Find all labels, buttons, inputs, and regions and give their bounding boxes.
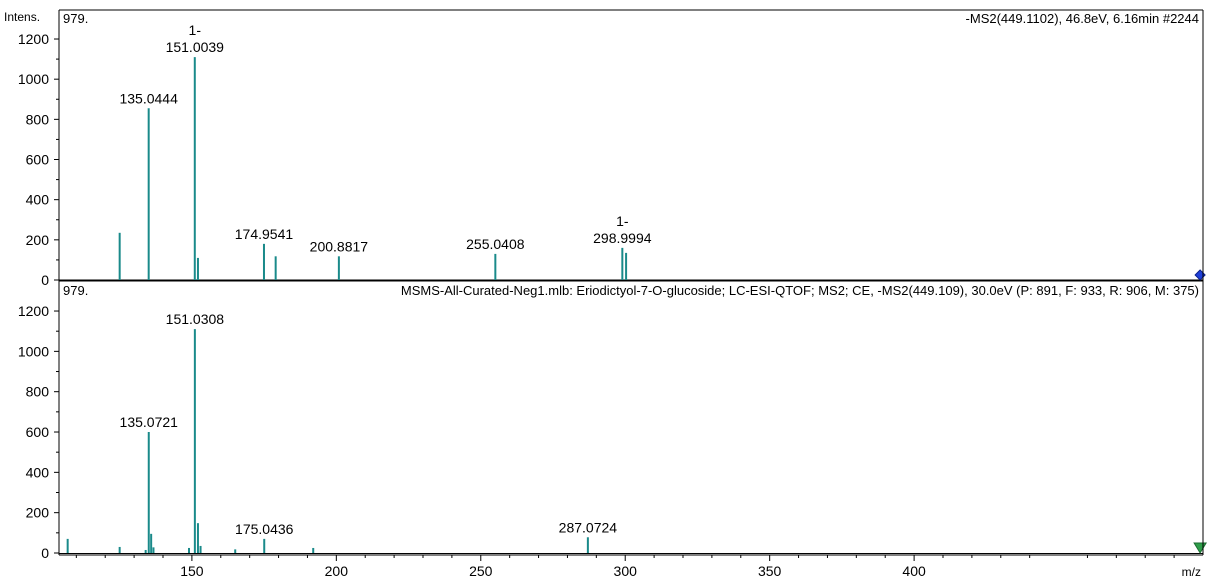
x-tick-label: 350 (758, 563, 782, 579)
y-tick-label: 0 (41, 545, 49, 561)
shared-x-axis: 150 200 250 300 350 400 m/z (59, 554, 1203, 579)
panel-scale-label: 979. (63, 283, 88, 298)
precursor-triangle-marker (1193, 542, 1207, 554)
x-tick-label: 300 (614, 563, 638, 579)
y-tick-label: 1000 (18, 343, 49, 359)
bottom-spectrum-panel: 0 200 400 600 800 1000 1200 979. MSMS-All-Curate… (18, 283, 1207, 561)
panel-title: MSMS-All-Curated-Neg1.mlb: Eriodictyol-7… (401, 283, 1199, 298)
peak-mz-label: 255.0408 (466, 236, 525, 252)
precursor-diamond-marker (1194, 269, 1206, 281)
x-tick-label: 200 (325, 563, 349, 579)
y-tick-label: 1200 (18, 31, 49, 47)
y-tick-label: 200 (26, 232, 50, 248)
peak-mz-label: 135.0444 (119, 90, 178, 106)
y-tick-label: 400 (26, 192, 50, 208)
peak-mz-label: 175.0436 (235, 521, 294, 537)
y-tick-label: 600 (26, 152, 50, 168)
peak-mz-label: 298.9994 (593, 230, 652, 246)
y-tick-label: 0 (41, 272, 49, 288)
peak-mz-label: 200.8817 (310, 238, 369, 254)
y-tick-label: 800 (26, 111, 50, 127)
y-tick-label: 1000 (18, 71, 49, 87)
panel-scale-label: 979. (63, 11, 88, 26)
y-tick-label: 800 (26, 384, 50, 400)
x-tick-label: 400 (902, 563, 926, 579)
y-tick-label: 400 (26, 464, 50, 480)
y-tick-label: 1200 (18, 303, 49, 319)
x-tick-label: 250 (469, 563, 493, 579)
peak-mz-label: 174.9541 (235, 226, 294, 242)
peak-charge-label: 1- (616, 213, 629, 229)
peak-mz-label: 151.0039 (166, 39, 225, 55)
x-tick-label: 150 (180, 563, 204, 579)
x-axis-label: m/z (1182, 565, 1201, 579)
peak-mz-label: 135.0721 (120, 414, 179, 430)
panel-title: -MS2(449.1102), 46.8eV, 6.16min #2244 (966, 11, 1199, 26)
y-axis-label: Intens. (4, 10, 40, 24)
peak-mz-label: 287.0724 (559, 519, 618, 535)
y-tick-label: 600 (26, 424, 50, 440)
y-tick-label: 200 (26, 505, 50, 521)
peak-mz-label: 151.0308 (166, 311, 225, 327)
peak-charge-label: 1- (189, 22, 202, 38)
top-spectrum-panel: 0 200 400 600 800 1000 1200 979. -MS2(449.1102),… (18, 11, 1206, 288)
